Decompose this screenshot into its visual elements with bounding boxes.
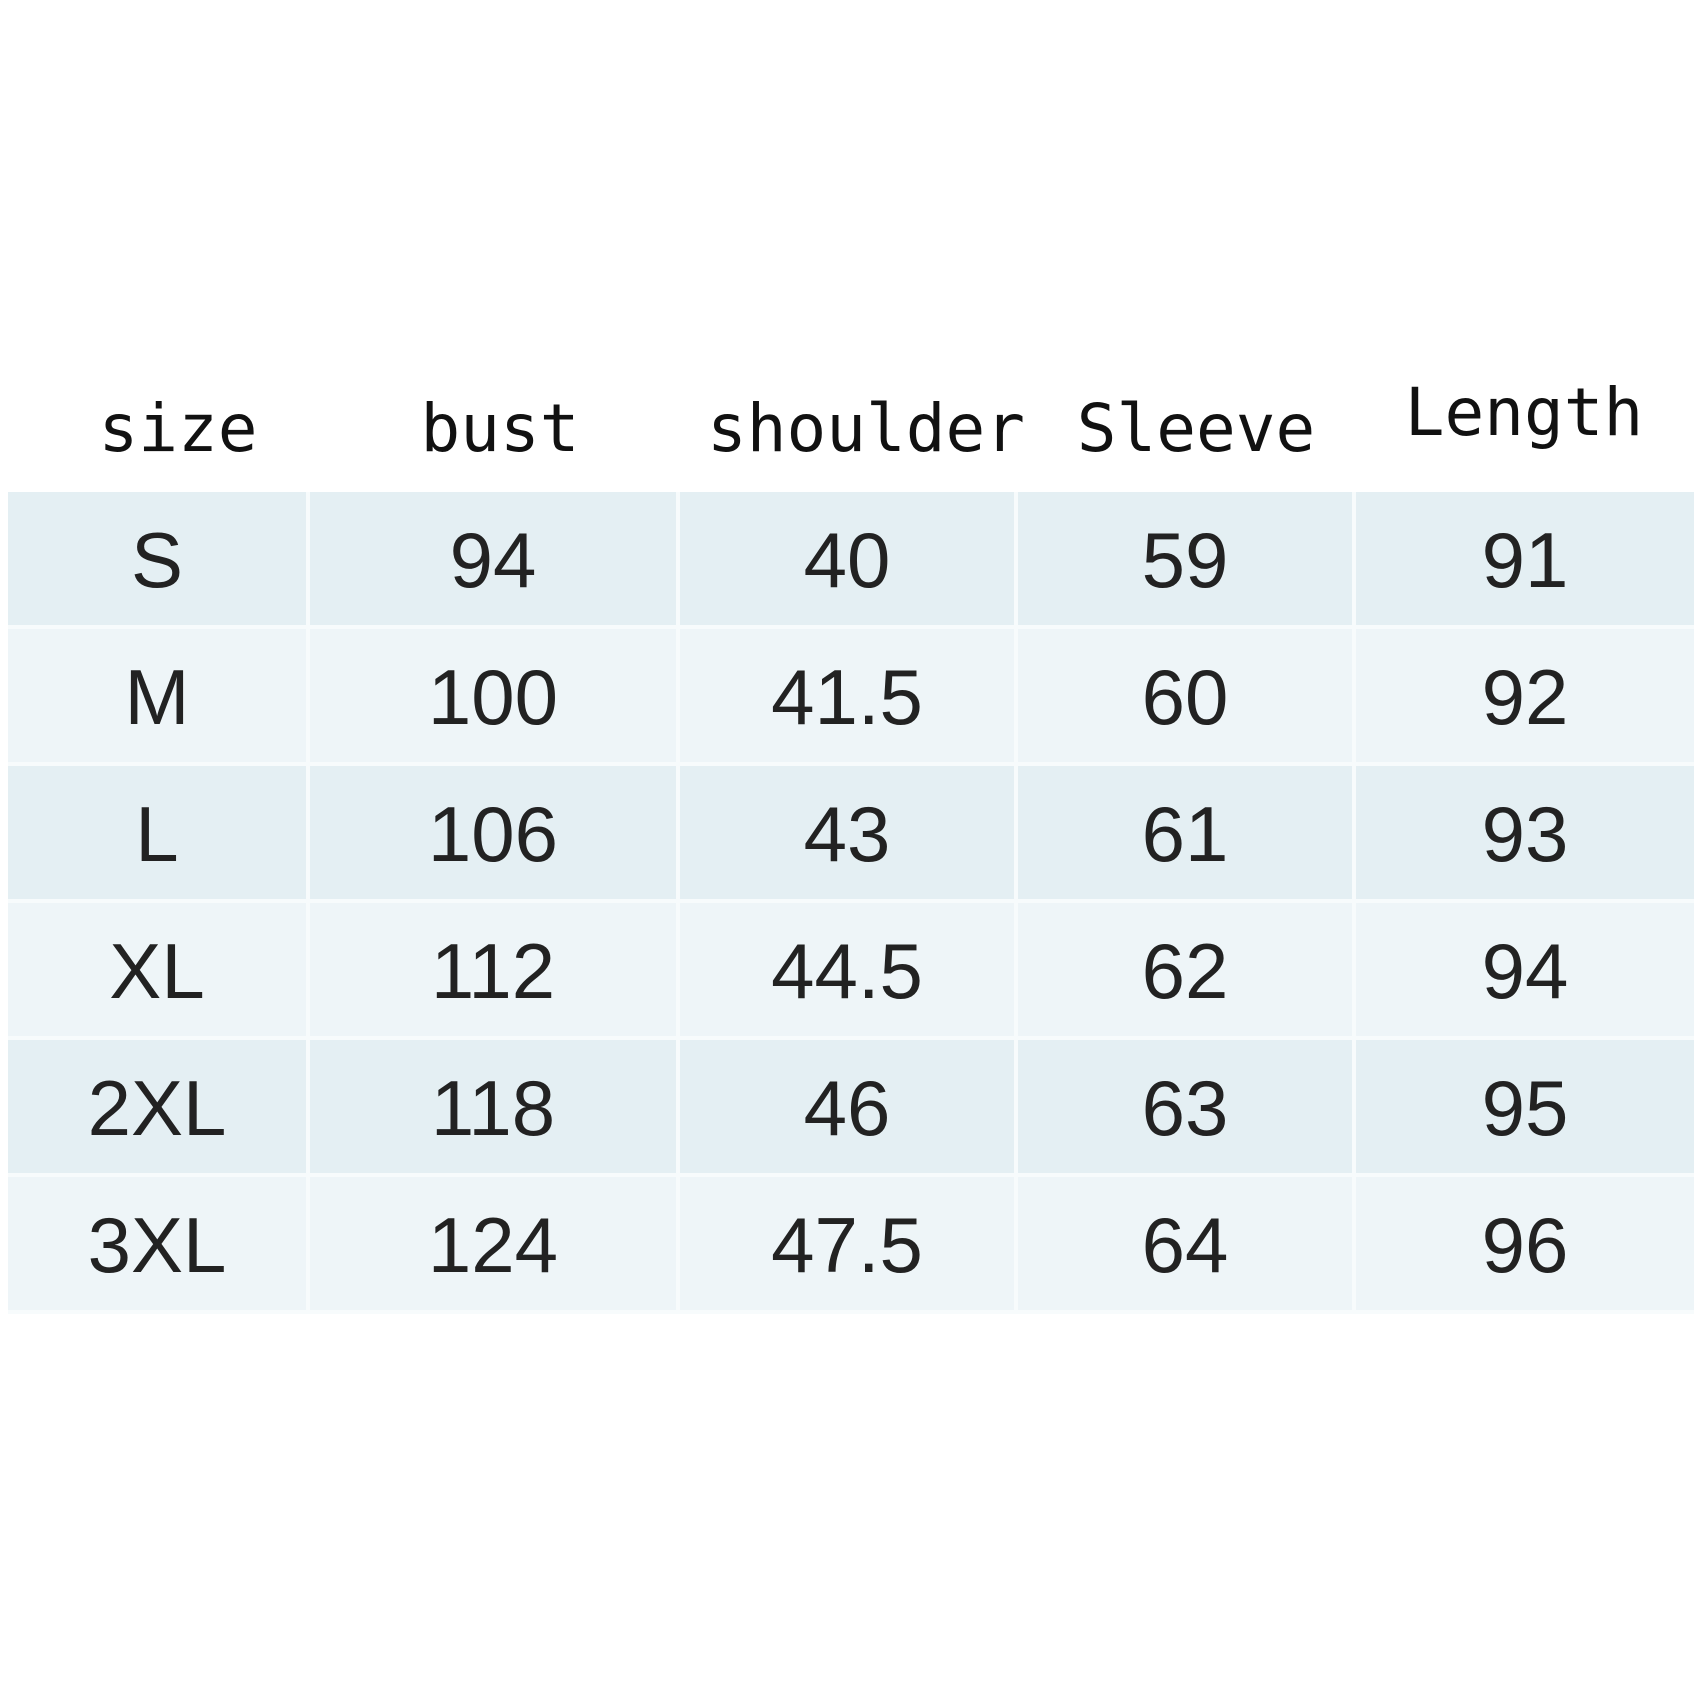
header-sleeve: Sleeve: [1076, 390, 1316, 467]
cell-size: 3XL: [8, 1177, 310, 1314]
cell-shoulder: 44.5: [680, 903, 1018, 1040]
size-table: S 94 40 59 91 M 100 41.5 60 92 L 106 43 …: [8, 492, 1694, 1314]
cell-sleeve: 61: [1018, 766, 1356, 903]
cell-sleeve: 62: [1018, 903, 1356, 1040]
cell-sleeve: 63: [1018, 1040, 1356, 1177]
cell-shoulder: 41.5: [680, 629, 1018, 766]
cell-bust: 106: [310, 766, 680, 903]
header-length: Length: [1404, 374, 1644, 451]
header-size: size: [98, 390, 258, 467]
cell-sleeve: 64: [1018, 1177, 1356, 1314]
cell-shoulder: 46: [680, 1040, 1018, 1177]
cell-length: 93: [1356, 766, 1694, 903]
header-shoulder: shoulder: [707, 390, 1025, 467]
cell-sleeve: 59: [1018, 492, 1356, 629]
cell-bust: 118: [310, 1040, 680, 1177]
cell-size: M: [8, 629, 310, 766]
cell-sleeve: 60: [1018, 629, 1356, 766]
cell-length: 91: [1356, 492, 1694, 629]
cell-length: 95: [1356, 1040, 1694, 1177]
cell-length: 92: [1356, 629, 1694, 766]
cell-size: S: [8, 492, 310, 629]
header-bust: bust: [420, 390, 580, 467]
cell-length: 96: [1356, 1177, 1694, 1314]
cell-length: 94: [1356, 903, 1694, 1040]
cell-shoulder: 47.5: [680, 1177, 1018, 1314]
cell-size: XL: [8, 903, 310, 1040]
cell-shoulder: 40: [680, 492, 1018, 629]
cell-size: L: [8, 766, 310, 903]
cell-bust: 94: [310, 492, 680, 629]
cell-bust: 124: [310, 1177, 680, 1314]
cell-bust: 100: [310, 629, 680, 766]
cell-bust: 112: [310, 903, 680, 1040]
cell-shoulder: 43: [680, 766, 1018, 903]
cell-size: 2XL: [8, 1040, 310, 1177]
